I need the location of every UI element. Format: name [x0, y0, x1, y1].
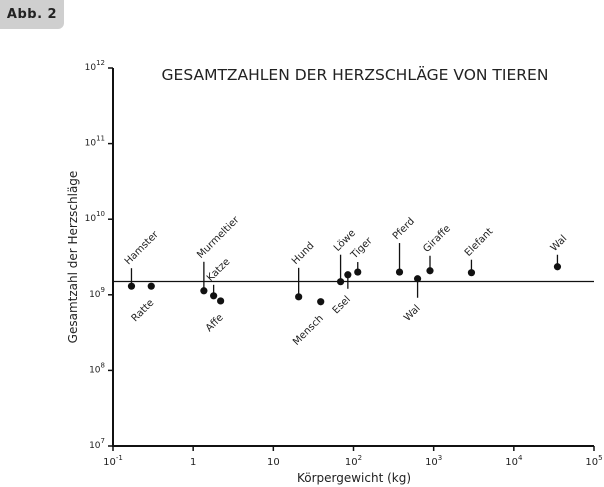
data-point: [200, 287, 208, 295]
y-tick-label: 108: [89, 361, 105, 375]
point-label: Giraffe: [421, 223, 453, 255]
y-tick-label: 1012: [85, 59, 105, 73]
x-tick-label: 10-1: [103, 454, 123, 468]
point-label: Hund: [290, 240, 317, 267]
point-label: Murmeltier: [195, 214, 242, 261]
point-label: Katze: [205, 256, 232, 283]
data-point: [317, 298, 325, 306]
data-point: [413, 275, 422, 283]
y-tick-exponent: 10: [96, 210, 105, 218]
x-tick-label: 1: [190, 457, 196, 468]
data-point: [467, 269, 476, 277]
y-tick-label: 109: [89, 286, 105, 300]
point-label: Ratte: [130, 298, 157, 325]
data-point: [217, 297, 225, 305]
data-point: [127, 282, 136, 290]
y-tick-label: 1011: [85, 135, 105, 149]
x-tick-exponent: 4: [518, 454, 523, 462]
x-tick-exponent: 2: [358, 454, 362, 462]
point-label: Elefant: [463, 226, 496, 259]
figure-label-badge: Abb. 2: [0, 0, 64, 29]
x-tick-exponent: 5: [598, 454, 602, 462]
data-point: [426, 267, 434, 275]
data-point: [553, 263, 562, 271]
y-tick-label: 1010: [85, 210, 105, 224]
data-point: [147, 282, 155, 290]
x-tick-label: 103: [425, 454, 442, 468]
data-point: [344, 271, 352, 279]
y-tick-exponent: 8: [101, 361, 105, 369]
point-label: Affe: [204, 312, 226, 334]
point-label: Wal: [402, 303, 423, 324]
x-tick-label: 104: [505, 454, 523, 468]
y-tick-exponent: 11: [96, 135, 105, 143]
x-axis-label: Körpergewicht (kg): [297, 471, 411, 485]
y-axis-label: Gesamtzahl der Herzschläge: [66, 171, 80, 344]
point-label: Hamster: [123, 229, 162, 268]
x-tick-label: 102: [345, 454, 362, 468]
x-tick-label: 10: [267, 457, 280, 468]
x-tick-exponent: 3: [438, 454, 442, 462]
x-tick-label: 105: [585, 454, 602, 468]
data-point: [336, 278, 345, 286]
y-tick-label: 107: [89, 437, 105, 451]
data-point: [354, 268, 362, 276]
y-tick-exponent: 7: [101, 437, 105, 445]
y-tick-exponent: 9: [101, 286, 105, 294]
point-label: Mensch: [291, 313, 326, 348]
point-label: Esel: [331, 294, 353, 316]
data-point: [210, 292, 218, 300]
data-point: [295, 293, 303, 301]
x-tick-exponent: -1: [116, 454, 123, 462]
chart-title: GESAMTZAHLEN DER HERZSCHLÄGE VON TIEREN: [162, 65, 549, 84]
y-tick-exponent: 12: [96, 59, 105, 67]
point-label: Pferd: [391, 216, 417, 242]
point-label: Wal: [549, 233, 570, 254]
data-point: [395, 268, 404, 276]
